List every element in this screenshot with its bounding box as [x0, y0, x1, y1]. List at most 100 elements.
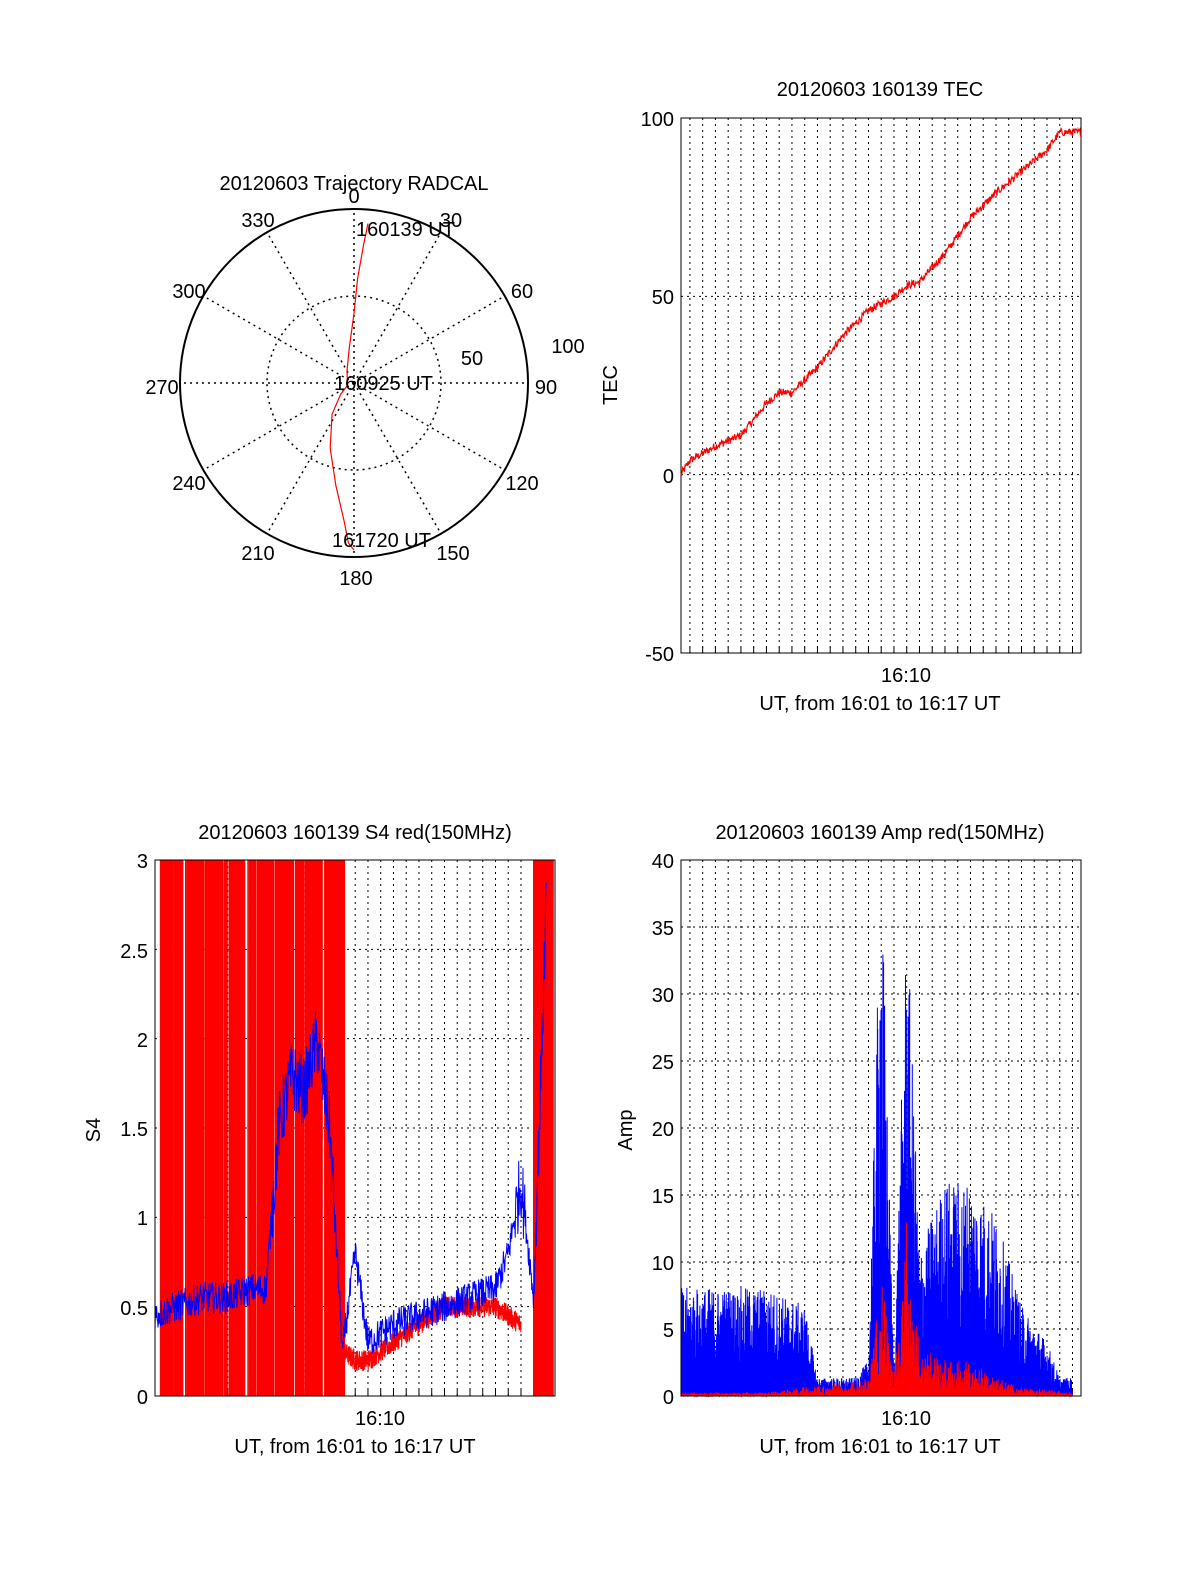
amp-ytick-0: 0: [663, 1387, 674, 1409]
mid-time-label: 160925 UT: [334, 373, 433, 395]
s4-red-bar: [237, 860, 239, 1396]
polar-outer-circle: [179, 208, 529, 558]
s4-red-bar: [330, 860, 334, 1396]
s4-red-bar: [169, 860, 172, 1396]
polar-spoke: [266, 382, 355, 535]
s4-red-bar: [174, 860, 179, 1396]
amp-xlabel: UT, from 16:01 to 16:17 UT: [759, 1436, 1000, 1458]
s4-red-bar: [288, 860, 293, 1396]
s4-red-bar: [238, 860, 243, 1396]
s4-red-bar: [535, 860, 539, 1396]
tec-ytick-50: 50: [652, 287, 674, 309]
s4-red-bar: [228, 860, 233, 1396]
angle-label-60: 60: [511, 281, 533, 303]
s4-red-bar: [199, 860, 203, 1396]
amp-panel: 20120603 160139 Amp red(150MHz) 40 35 30…: [615, 822, 1082, 1458]
s4-red-bar: [545, 860, 549, 1396]
s4-red-bar: [261, 860, 266, 1396]
polar-title: 20120603 Trajectory RADCAL: [219, 173, 488, 195]
polar-inner-circle: [266, 295, 442, 471]
s4-red-bar: [204, 860, 207, 1396]
radial-label-50: 50: [461, 348, 483, 370]
polar-spoke: [353, 382, 442, 535]
amp-xtick: 16:10: [881, 1408, 931, 1430]
s4-red-bar: [220, 860, 223, 1396]
amp-ytick-35: 35: [652, 918, 674, 940]
s4-red-bar: [269, 860, 273, 1396]
amp-red-series-fill: [680, 1222, 1073, 1398]
s4-red-bar: [254, 860, 257, 1396]
s4-red-bar: [256, 860, 261, 1396]
s4-red-bar: [253, 860, 255, 1396]
s4-red-bar: [185, 860, 187, 1396]
s4-red-bar: [247, 860, 249, 1396]
amp-title: 20120603 160139 Amp red(150MHz): [715, 822, 1044, 844]
s4-red-bar: [234, 860, 236, 1396]
s4-red-saturated-bars: [159, 860, 554, 1396]
s4-red-bar: [336, 860, 340, 1396]
s4-red-bar: [249, 860, 253, 1396]
s4-red-bar: [201, 860, 205, 1396]
s4-red-bar: [274, 860, 279, 1396]
angle-label-90: 90: [535, 377, 557, 399]
polar-spoke: [353, 295, 506, 384]
tec-xlabel: UT, from 16:01 to 16:17 UT: [759, 693, 1000, 715]
tec-panel: 20120603 160139 TEC 100 50 0 -50 16:10 U…: [600, 79, 1082, 715]
s4-ytick-3: 3: [137, 851, 148, 873]
s4-red-bar: [176, 860, 179, 1396]
s4-red-bar: [221, 860, 223, 1396]
s4-red-bar: [194, 860, 198, 1396]
s4-red-bar: [306, 860, 310, 1396]
s4-red-bar: [297, 860, 299, 1396]
polar-spoke: [202, 382, 355, 471]
angle-label-210: 210: [241, 543, 274, 565]
amp-ytick-5: 5: [663, 1320, 674, 1342]
s4-red-bar: [206, 860, 208, 1396]
s4-ytick-2: 2: [137, 1030, 148, 1052]
s4-red-bar: [324, 860, 327, 1396]
radial-label-100: 100: [551, 336, 584, 358]
s4-red-bar: [313, 860, 318, 1396]
tec-ytick-0: 0: [663, 466, 674, 488]
angle-label-120: 120: [505, 473, 538, 495]
s4-red-bar: [257, 860, 259, 1396]
polar-spoke: [353, 382, 506, 471]
polar-spoke: [202, 295, 355, 384]
s4-red-bar: [339, 860, 344, 1396]
angle-label-30: 30: [440, 210, 462, 232]
angle-label-270: 270: [145, 377, 178, 399]
s4-red-bar: [541, 860, 546, 1396]
s4-red-bar: [182, 860, 184, 1396]
s4-red-bar: [315, 860, 319, 1396]
s4-red-bar: [318, 860, 322, 1396]
s4-red-bar: [232, 860, 235, 1396]
amp-ylabel: Amp: [615, 1109, 637, 1150]
angle-label-300: 300: [172, 281, 205, 303]
angle-label-180: 180: [339, 568, 372, 590]
s4-frame: [154, 859, 556, 1397]
s4-panel: 20120603 160139 S4 red(150MHz) 3 2.5 2 1…: [83, 822, 556, 1458]
s4-red-bar: [193, 860, 197, 1396]
s4-ytick-1.5: 1.5: [120, 1119, 148, 1141]
s4-red-bar: [213, 860, 217, 1396]
s4-red-bar: [272, 860, 274, 1396]
s4-red-bar: [235, 860, 239, 1396]
s4-red-bar: [190, 860, 194, 1396]
s4-red-bar: [320, 860, 322, 1396]
angle-label-240: 240: [172, 473, 205, 495]
s4-ylabel: S4: [83, 1118, 105, 1142]
s4-red-bar: [181, 860, 183, 1396]
s4-red-bar: [197, 860, 200, 1396]
amp-ytick-25: 25: [652, 1052, 674, 1074]
s4-ytick-0: 0: [137, 1387, 148, 1409]
tec-ytick-minus50: -50: [645, 644, 674, 666]
s4-red-bar: [229, 860, 231, 1396]
s4-red-bar: [309, 860, 313, 1396]
s4-red-bar: [265, 860, 268, 1396]
angle-label-330: 330: [241, 210, 274, 232]
amp-frame: [680, 859, 1082, 1397]
s4-blue-series-line: [154, 882, 547, 1354]
s4-red-bar: [293, 860, 295, 1396]
s4-red-bar: [285, 860, 289, 1396]
